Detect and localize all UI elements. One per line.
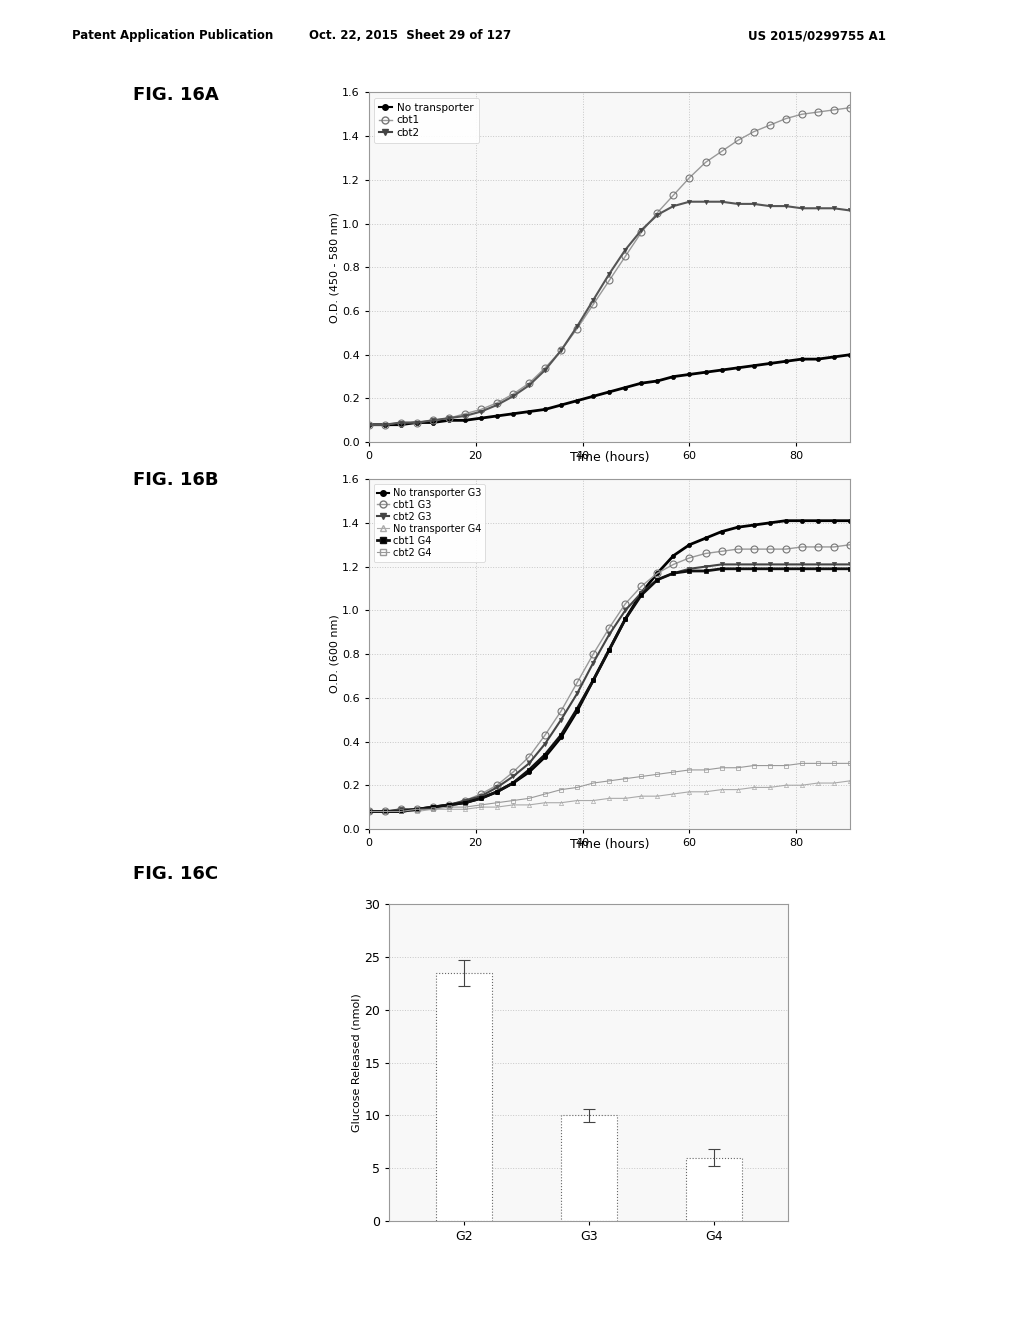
Text: Oct. 22, 2015  Sheet 29 of 127: Oct. 22, 2015 Sheet 29 of 127	[308, 29, 511, 42]
Text: US 2015/0299755 A1: US 2015/0299755 A1	[748, 29, 886, 42]
Y-axis label: Glucose Released (nmol): Glucose Released (nmol)	[351, 993, 361, 1133]
Legend: No transporter G3, cbt1 G3, cbt2 G3, No transporter G4, cbt1 G4, cbt2 G4: No transporter G3, cbt1 G3, cbt2 G3, No …	[374, 484, 485, 561]
Text: FIG. 16C: FIG. 16C	[133, 865, 218, 883]
Bar	[561, 1115, 616, 1221]
Text: Time (hours): Time (hours)	[569, 451, 649, 465]
Legend: No transporter, cbt1, cbt2: No transporter, cbt1, cbt2	[374, 98, 478, 144]
Text: Time (hours): Time (hours)	[569, 838, 649, 851]
Text: FIG. 16B: FIG. 16B	[133, 471, 218, 490]
Y-axis label: O.D. (600 nm): O.D. (600 nm)	[329, 615, 339, 693]
Y-axis label: O.D. (450 - 580 nm): O.D. (450 - 580 nm)	[329, 211, 339, 323]
Bar	[685, 1158, 741, 1221]
Text: FIG. 16A: FIG. 16A	[133, 86, 219, 104]
Bar	[436, 973, 493, 1221]
Text: Patent Application Publication: Patent Application Publication	[72, 29, 273, 42]
